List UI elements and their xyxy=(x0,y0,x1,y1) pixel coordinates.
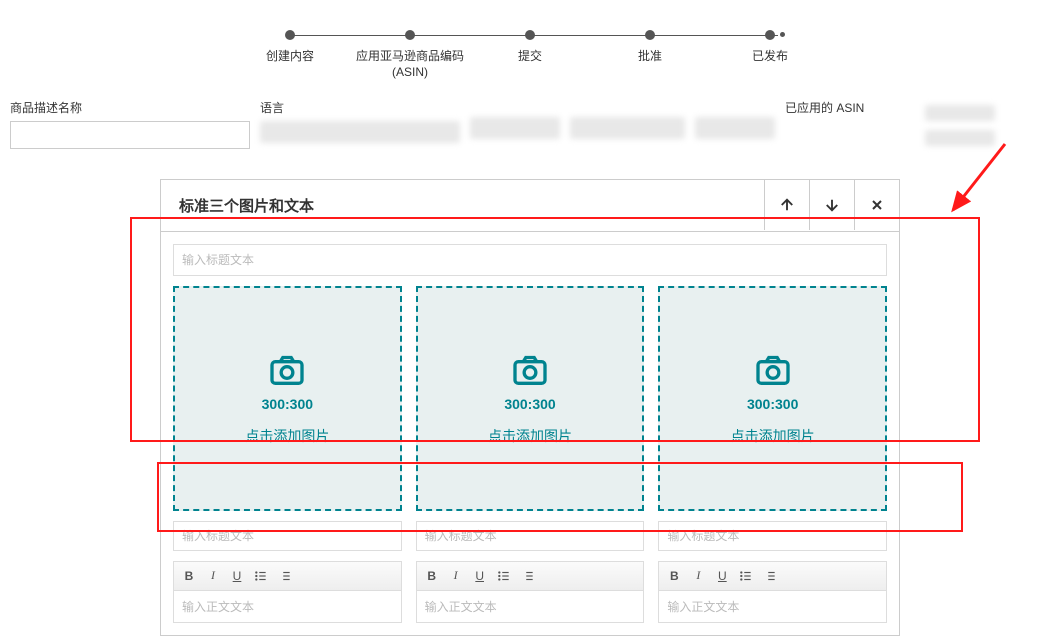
move-up-button[interactable] xyxy=(764,180,809,230)
meta-form-row: 商品描述名称 语言 已应用的 ASIN xyxy=(0,89,1060,149)
rte-bullet-list-button[interactable] xyxy=(250,566,272,586)
rte-bold-button[interactable]: B xyxy=(421,566,443,586)
rte-ordered-list-button[interactable] xyxy=(274,566,296,586)
rte-body-1[interactable]: 输入正文文本 xyxy=(174,591,401,622)
image-slot-1: 300:300 点击添加图片 B I U 输入正文文本 xyxy=(173,286,402,623)
rte-2: B I U 输入正文文本 xyxy=(416,561,645,623)
ordered-list-icon xyxy=(521,569,535,583)
asin-label: 已应用的 ASIN xyxy=(785,99,915,116)
close-icon xyxy=(869,197,885,213)
rte-underline-button[interactable]: U xyxy=(226,566,248,586)
rte-underline-button[interactable]: U xyxy=(711,566,733,586)
rte-body-2[interactable]: 输入正文文本 xyxy=(417,591,644,622)
image-drop-1[interactable]: 300:300 点击添加图片 xyxy=(173,286,402,511)
blurred-field-1 xyxy=(470,117,560,139)
image-slot-2: 300:300 点击添加图片 B I U 输入正文文本 xyxy=(416,286,645,623)
module-header: 标准三个图片和文本 xyxy=(161,180,899,232)
module-three-image-text: 标准三个图片和文本 300:300 点击添加图片 xyxy=(160,179,900,636)
progress-stepper: 创建内容 应用亚马逊商品编码 (ASIN) 提交 批准 已发布 xyxy=(0,0,1060,89)
module-title: 标准三个图片和文本 xyxy=(161,180,332,231)
camera-icon xyxy=(753,350,793,390)
module-actions xyxy=(764,180,899,230)
sub-title-input-2[interactable] xyxy=(416,521,645,551)
aspect-label: 300:300 xyxy=(504,396,555,412)
sub-title-input-1[interactable] xyxy=(173,521,402,551)
blurred-field-2 xyxy=(570,117,685,139)
image-slot-3: 300:300 点击添加图片 B I U 输入正文文本 xyxy=(658,286,887,623)
rte-toolbar-1: B I U xyxy=(174,562,401,591)
bullet-list-icon xyxy=(497,569,511,583)
rte-toolbar-3: B I U xyxy=(659,562,886,591)
camera-icon xyxy=(510,350,550,390)
blurred-field-4a xyxy=(925,105,995,121)
product-name-input[interactable] xyxy=(10,121,250,149)
image-drop-2[interactable]: 300:300 点击添加图片 xyxy=(416,286,645,511)
rte-3: B I U 输入正文文本 xyxy=(658,561,887,623)
rte-italic-button[interactable]: I xyxy=(687,566,709,586)
drop-label: 点击添加图片 xyxy=(488,426,572,446)
drop-label: 点击添加图片 xyxy=(245,426,329,446)
bullet-list-icon xyxy=(254,569,268,583)
close-button[interactable] xyxy=(854,180,899,230)
module-title-input[interactable] xyxy=(173,244,887,276)
image-drop-3[interactable]: 300:300 点击添加图片 xyxy=(658,286,887,511)
module-body: 300:300 点击添加图片 B I U 输入正文文本 xyxy=(161,232,899,635)
blurred-field-4b xyxy=(925,130,995,146)
rte-body-3[interactable]: 输入正文文本 xyxy=(659,591,886,622)
drop-label: 点击添加图片 xyxy=(731,426,815,446)
rte-italic-button[interactable]: I xyxy=(202,566,224,586)
rte-bullet-list-button[interactable] xyxy=(493,566,515,586)
rte-toolbar-2: B I U xyxy=(417,562,644,591)
bullet-list-icon xyxy=(739,569,753,583)
rte-bold-button[interactable]: B xyxy=(178,566,200,586)
product-name-label: 商品描述名称 xyxy=(10,99,250,116)
language-label: 语言 xyxy=(260,99,460,116)
camera-icon xyxy=(267,350,307,390)
rte-ordered-list-button[interactable] xyxy=(759,566,781,586)
rte-bold-button[interactable]: B xyxy=(663,566,685,586)
step-asin: 应用亚马逊商品编码 (ASIN) xyxy=(350,30,470,79)
image-grid: 300:300 点击添加图片 B I U 输入正文文本 xyxy=(173,286,887,623)
rte-italic-button[interactable]: I xyxy=(445,566,467,586)
language-value xyxy=(260,121,460,143)
aspect-label: 300:300 xyxy=(262,396,313,412)
blurred-field-3 xyxy=(695,117,775,139)
rte-underline-button[interactable]: U xyxy=(469,566,491,586)
rte-ordered-list-button[interactable] xyxy=(517,566,539,586)
ordered-list-icon xyxy=(763,569,777,583)
rte-1: B I U 输入正文文本 xyxy=(173,561,402,623)
move-down-button[interactable] xyxy=(809,180,854,230)
aspect-label: 300:300 xyxy=(747,396,798,412)
arrow-up-icon xyxy=(778,196,796,214)
arrow-down-icon xyxy=(823,196,841,214)
ordered-list-icon xyxy=(278,569,292,583)
sub-title-input-3[interactable] xyxy=(658,521,887,551)
rte-bullet-list-button[interactable] xyxy=(735,566,757,586)
